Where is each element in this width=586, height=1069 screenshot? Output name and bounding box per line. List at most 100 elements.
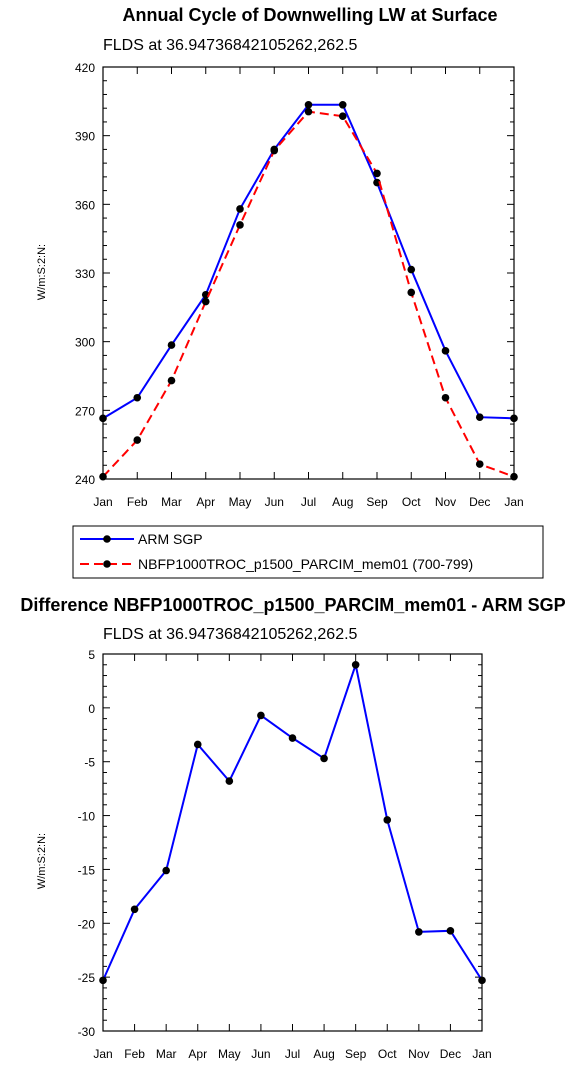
chart2-ytick-label: 5 [88, 648, 95, 662]
chart2-series-0-point [478, 976, 486, 985]
chart2-xtick-label: May [218, 1047, 241, 1061]
chart2-xtick-label: Dec [440, 1047, 461, 1061]
chart1-series-1-point [441, 393, 450, 402]
difference-chart: Difference NBFP1000TROC_p1500_PARCIM_mem… [20, 595, 565, 1061]
chart1-axes: 240 270 300 330 360 390 420 Jan Feb Mar Apr May Jun J… [75, 61, 524, 509]
chart2-plot-frame [102, 653, 483, 1032]
legend-label-arm-sgp: ARM SGP [138, 531, 203, 547]
chart2-series-0-point [446, 927, 455, 935]
chart1-ytick-label: 330 [75, 267, 95, 281]
chart2-series-0-point [257, 711, 265, 720]
legend-marker-1 [103, 560, 111, 568]
chart2-xtick-label: Oct [378, 1047, 397, 1061]
chart2-title: Difference NBFP1000TROC_p1500_PARCIM_mem… [20, 595, 565, 615]
chart1-series-1-point [99, 472, 107, 481]
chart2-series-0-point [320, 754, 328, 763]
chart1-series-0-point [133, 393, 142, 402]
chart2-series-line-0 [102, 660, 483, 981]
chart1-ytick-label: 240 [75, 473, 95, 487]
chart2-y-axis-label: W/m:S:2:N: [36, 833, 48, 889]
chart2-xtick-label: Mar [156, 1047, 177, 1061]
chart1-ytick-label: 420 [75, 61, 95, 75]
legend-label-model: NBFP1000TROC_p1500_PARCIM_mem01 (700-799… [138, 556, 473, 572]
chart2-series-0-point [383, 816, 392, 824]
chart1-xtick-label: Dec [469, 495, 490, 509]
chart1-series-line-1 [102, 110, 515, 478]
chart1-series-0-point [338, 100, 347, 109]
chart1-series-1-point [475, 460, 484, 468]
chart2-axes: -30 -25 -20 -15 -10 -5 0 5 Jan Feb Mar Apr May Jun Jul… [78, 648, 492, 1061]
chart1-series-1-point [510, 472, 518, 481]
chart1-xtick-label: Jul [301, 495, 316, 509]
chart1-xtick-label: Feb [127, 495, 148, 509]
chart2-series-0-point [130, 905, 139, 914]
chart2-ytick-label: -5 [84, 756, 95, 770]
chart2-xtick-label: Jan [93, 1047, 112, 1061]
chart2-xtick-label: Feb [124, 1047, 145, 1061]
chart1-series-1-point [373, 169, 381, 178]
chart1-xtick-label: Aug [332, 495, 353, 509]
chart2-ytick-label: -25 [78, 971, 96, 985]
chart1-xtick-label: Jan [504, 495, 523, 509]
chart2-xtick-label: Nov [408, 1047, 429, 1061]
chart2-xtick-label: Aug [313, 1047, 334, 1061]
chart2-series-0-point [99, 976, 107, 985]
chart1-ytick-label: 360 [75, 198, 95, 212]
chart1-xtick-label: Mar [161, 495, 182, 509]
legend-box [72, 525, 544, 579]
chart2-series-0-point [415, 928, 423, 936]
chart1-subtitle: FLDS at 36.94736842105262,262.5 [103, 37, 358, 54]
chart2-subtitle: FLDS at 36.94736842105262,262.5 [103, 626, 358, 643]
chart1-xtick-label: Jan [93, 495, 112, 509]
chart1-series-0-point [373, 178, 381, 187]
chart2-ytick-label: 0 [88, 702, 95, 716]
chart2-xtick-label: Apr [188, 1047, 207, 1061]
chart1-series-0-point [441, 347, 450, 355]
chart1-xtick-label: Jun [265, 495, 284, 509]
chart1-xtick-label: Oct [402, 495, 421, 509]
chart2-series-0-point [225, 777, 234, 785]
chart2-ytick-label: -30 [78, 1025, 96, 1039]
chart2-series-0-point [351, 660, 360, 669]
chart1-series-0-point [510, 414, 518, 423]
chart1-ytick-label: 390 [75, 130, 95, 144]
chart1-series-1-point [304, 107, 313, 116]
chart1-xtick-label: Apr [196, 495, 215, 509]
chart1-series-1-point [338, 112, 347, 121]
chart2-ytick-label: -10 [78, 810, 96, 824]
chart2-series [99, 660, 486, 985]
chart1-xtick-label: Sep [366, 495, 388, 509]
chart1-series-1-point [133, 436, 142, 444]
chart2-xtick-label: Jan [472, 1047, 491, 1061]
chart2-xtick-label: Sep [345, 1047, 367, 1061]
chart1-y-axis-label: W/m:S:2:N: [36, 244, 48, 300]
chart2-ytick-label: -15 [78, 863, 96, 877]
chart1-ytick-label: 300 [75, 336, 95, 350]
chart1-xtick-label: Nov [435, 495, 456, 509]
chart1-title: Annual Cycle of Downwelling LW at Surfac… [122, 5, 497, 25]
chart1-series [99, 100, 518, 481]
chart1-series-1-point [201, 297, 210, 306]
chart1-plot-frame [102, 66, 515, 480]
chart2-xtick-label: Jun [251, 1047, 270, 1061]
chart1-series-1-point [407, 288, 416, 297]
chart1-series-1-point [270, 146, 279, 155]
chart2-xtick-label: Jul [285, 1047, 300, 1061]
annual-cycle-chart: Annual Cycle of Downwelling LW at Surfac… [36, 5, 544, 579]
chart1-series-0-point [475, 413, 484, 422]
chart1-series-0-point [167, 341, 176, 349]
chart2-series-0-point [162, 866, 170, 875]
chart1-ytick-label: 270 [75, 404, 95, 418]
chart1-xtick-label: May [229, 495, 252, 509]
chart1-series-0-point [99, 414, 107, 423]
chart1-series-0-point [407, 265, 416, 274]
chart2-series-0-point [288, 734, 297, 742]
chart1-series-1-point [167, 376, 176, 385]
chart2-series-0-point [193, 740, 202, 749]
chart2-ytick-label: -20 [78, 917, 96, 931]
chart1-series-line-0 [102, 103, 515, 420]
chart1-series-0-point [236, 205, 244, 213]
chart1-series-1-point [236, 221, 244, 229]
chart1-series-0-point [304, 100, 313, 109]
